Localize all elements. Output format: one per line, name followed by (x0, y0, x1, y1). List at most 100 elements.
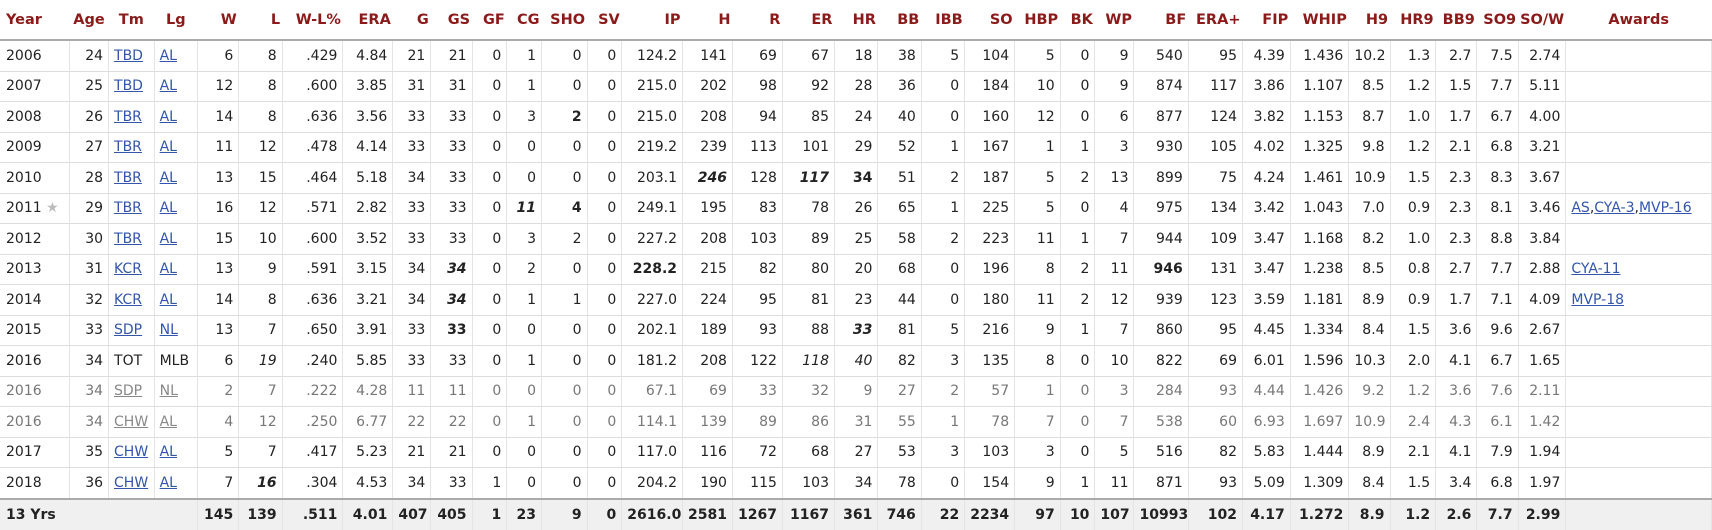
stat-cell-ibb: 2 (921, 162, 966, 194)
column-header-bb[interactable]: BB (877, 0, 922, 41)
stat-cell-bk: 2 (1060, 162, 1096, 194)
league-link[interactable]: AL (159, 78, 177, 95)
column-header-g[interactable]: G (392, 0, 431, 41)
team-link[interactable]: KCR (114, 291, 142, 308)
stat-cell-gf: 0 (472, 132, 508, 163)
league-link[interactable]: AL (159, 169, 177, 186)
table-row: 2017 35 CHW AL 5 7.417 5.23 21 21 0 0 0 0 117.0 116 72 6… (0, 437, 1712, 468)
team-link[interactable]: TBR (114, 108, 142, 125)
league-link[interactable]: AL (159, 444, 177, 461)
league-link[interactable]: NL (159, 383, 178, 400)
league-link[interactable]: AL (159, 474, 177, 491)
column-header-bk[interactable]: BK (1060, 0, 1095, 41)
column-header-h[interactable]: H (682, 0, 733, 41)
stat-cell-so9: 6.7 (1476, 101, 1519, 133)
stat-cell-so-w: 3.67 (1518, 162, 1567, 194)
stat-cell-gf: 0 (472, 315, 508, 346)
stat-cell-w: 13 (197, 254, 240, 285)
stat-cell-hr9: 1.5 (1390, 467, 1437, 499)
column-header-era-[interactable]: ERA+ (1188, 0, 1243, 41)
career-total-ibb: 22 (921, 497, 966, 530)
stat-cell-w: 13 (197, 315, 240, 346)
stat-cell-hbp: 3 (1014, 437, 1061, 468)
stat-cell-gf: 0 (472, 162, 508, 194)
stat-cell-h9: 7.0 (1348, 193, 1391, 224)
league-cell: AL (154, 162, 199, 194)
league-link[interactable]: AL (159, 108, 177, 125)
stat-cell-sv: 0 (587, 284, 623, 316)
team-link[interactable]: SDP (114, 322, 143, 339)
award-link[interactable]: MVP-18 (1571, 291, 1625, 308)
award-link[interactable]: MVP-16 (1638, 200, 1692, 217)
award-link[interactable]: CYA-3 (1594, 200, 1635, 217)
column-header-ibb[interactable]: IBB (921, 0, 965, 41)
column-header-ip[interactable]: IP (621, 0, 683, 41)
team-link[interactable]: SDP (114, 383, 143, 400)
column-header-era[interactable]: ERA (342, 0, 393, 41)
column-header-hr[interactable]: HR (834, 0, 878, 41)
stat-cell-ip: 117.0 (621, 437, 684, 468)
stat-cell-so: 223 (964, 223, 1016, 255)
column-header-so-w[interactable]: SO/W (1518, 0, 1566, 41)
column-header-sv[interactable]: SV (587, 0, 622, 41)
league-link[interactable]: AL (159, 291, 177, 308)
team-link[interactable]: TBR (114, 169, 142, 186)
column-header-cg[interactable]: CG (506, 0, 542, 41)
column-header-gf[interactable]: GF (472, 0, 507, 41)
column-header-so9[interactable]: SO9 (1476, 0, 1519, 41)
column-header-lg[interactable]: Lg (154, 0, 198, 41)
team-link[interactable]: TBR (114, 139, 142, 156)
stat-cell-hbp: 1 (1014, 132, 1061, 163)
league-link[interactable]: NL (159, 322, 178, 339)
stat-cell-so-w: 5.11 (1518, 71, 1567, 102)
column-header-h9[interactable]: H9 (1348, 0, 1391, 41)
column-header-hbp[interactable]: HBP (1014, 0, 1061, 41)
league-link[interactable]: AL (159, 200, 177, 217)
team-text: TOT (114, 352, 143, 369)
column-header-w[interactable]: W (197, 0, 239, 41)
team-link[interactable]: CHW (114, 474, 149, 491)
team-link[interactable]: CHW (114, 413, 149, 430)
stat-cell-hr: 34 (834, 467, 879, 499)
column-header-fip[interactable]: FIP (1242, 0, 1291, 41)
team-link[interactable]: TBR (114, 230, 142, 247)
column-header-tm[interactable]: Tm (108, 0, 155, 41)
column-header-year[interactable]: Year (0, 0, 70, 41)
stat-cell-w-l-: .571 (282, 193, 344, 224)
team-link[interactable]: CHW (114, 444, 149, 461)
stat-cell-h: 208 (682, 345, 733, 377)
column-header-r[interactable]: R (732, 0, 783, 41)
age-cell: 36 (69, 467, 110, 499)
column-header-gs[interactable]: GS (430, 0, 473, 41)
stat-cell-ibb: 1 (921, 132, 966, 163)
column-header-sho[interactable]: SHO (541, 0, 588, 41)
league-link[interactable]: AL (159, 139, 177, 156)
table-row: 2014 32 KCR AL 14 8.636 3.21 34 34 0 1 1 0 227.0 224 95… (0, 284, 1712, 316)
column-header-bf[interactable]: BF (1133, 0, 1189, 41)
column-header-bb9[interactable]: BB9 (1435, 0, 1477, 41)
league-link[interactable]: AL (159, 261, 177, 278)
league-link[interactable]: AL (159, 413, 177, 430)
stat-cell-er: 117 (782, 162, 835, 194)
award-link[interactable]: CYA-11 (1571, 261, 1621, 278)
column-header-whip[interactable]: WHIP (1290, 0, 1349, 41)
team-link[interactable]: TBD (114, 78, 143, 95)
award-link[interactable]: AS (1571, 200, 1590, 217)
column-header-age[interactable]: Age (69, 0, 109, 41)
team-link[interactable]: TBR (114, 200, 142, 217)
league-link[interactable]: AL (159, 47, 177, 64)
column-header-hr9[interactable]: HR9 (1390, 0, 1436, 41)
column-header-wp[interactable]: WP (1094, 0, 1134, 41)
team-link[interactable]: TBD (114, 47, 143, 64)
column-header-w-l-[interactable]: W-L% (282, 0, 343, 41)
stat-cell-wp: 4 (1094, 193, 1135, 224)
stat-cell-w: 2 (197, 376, 240, 407)
team-link[interactable]: KCR (114, 261, 142, 278)
column-header-so[interactable]: SO (964, 0, 1015, 41)
stat-cell-bb: 51 (877, 162, 922, 194)
column-header-l[interactable]: L (238, 0, 283, 41)
league-link[interactable]: AL (159, 230, 177, 247)
column-header-er[interactable]: ER (782, 0, 835, 41)
column-header-awards[interactable]: Awards (1565, 0, 1712, 41)
stat-cell-hr9: 1.3 (1390, 40, 1437, 72)
